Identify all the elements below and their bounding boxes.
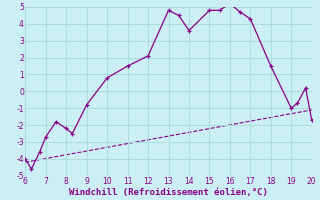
X-axis label: Windchill (Refroidissement éolien,°C): Windchill (Refroidissement éolien,°C) (69, 188, 268, 197)
